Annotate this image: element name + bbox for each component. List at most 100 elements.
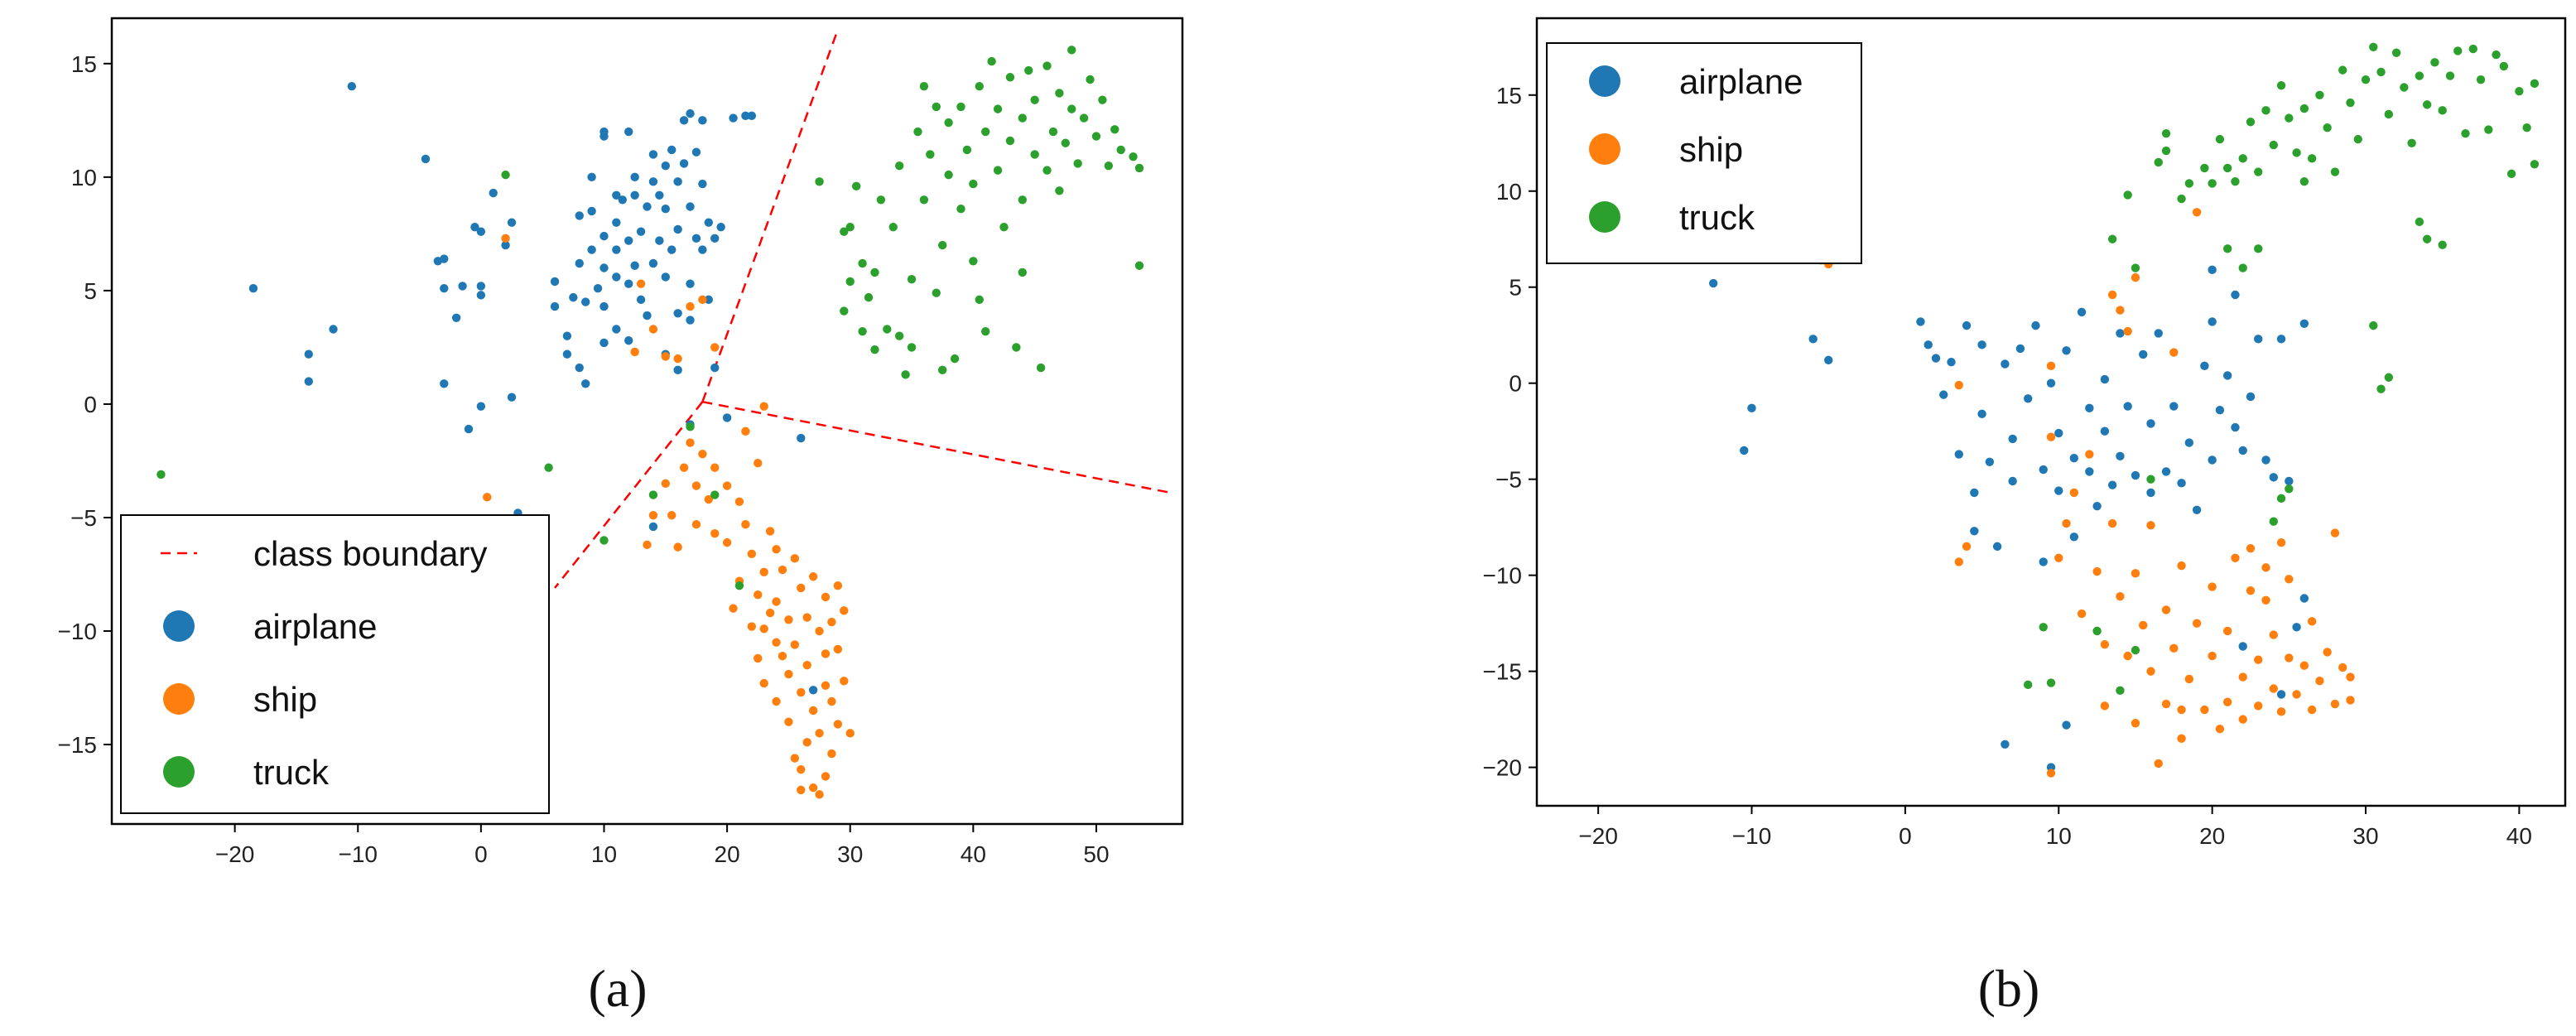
ship-point — [2169, 643, 2179, 653]
airplane-point — [304, 377, 313, 386]
airplane-point — [2177, 479, 2186, 488]
truck-point — [2468, 44, 2477, 54]
airplane-point — [2231, 422, 2240, 432]
truck-point — [2208, 179, 2217, 188]
ship-point — [2346, 696, 2355, 705]
airplane-point — [2161, 467, 2171, 476]
truck-point — [1012, 343, 1021, 352]
airplane-point — [507, 393, 517, 402]
airplane-point — [2154, 329, 2163, 338]
airplane-point — [580, 297, 590, 306]
ship-point — [815, 729, 824, 738]
legend-label: ship — [1679, 130, 1743, 169]
y-tick-label: 15 — [71, 51, 97, 77]
truck-point — [1018, 195, 1027, 205]
ship-point — [2254, 701, 2263, 711]
airplane-point — [2215, 405, 2225, 415]
truck-point — [1030, 150, 1039, 159]
ship-point — [648, 325, 658, 334]
ship-point — [722, 481, 732, 490]
airplane-point — [686, 316, 695, 325]
scatter-panel-b: −20 −10 0 10 20 30 40 −20 −15 −10 −5 0 5 10 15 airplane… — [1483, 17, 2567, 849]
airplane-point — [476, 291, 486, 300]
x-tick-label: 0 — [474, 841, 488, 867]
ship-point — [2169, 348, 2179, 357]
truck-point — [1042, 166, 1052, 175]
ship-point — [765, 608, 775, 618]
airplane-point — [661, 205, 670, 214]
airplane-point — [2107, 480, 2117, 489]
truck-point — [840, 227, 849, 236]
x-tick-label: −10 — [1732, 823, 1772, 849]
ship-point — [741, 426, 750, 436]
ship-point — [2146, 667, 2155, 676]
airplane-point — [2100, 374, 2110, 384]
airplane-point — [2069, 453, 2079, 463]
truck-point — [2530, 160, 2540, 169]
ship-point — [833, 720, 843, 729]
airplane-point — [655, 190, 664, 200]
airplane-point — [686, 108, 695, 118]
ship-point — [747, 622, 757, 631]
ship-point — [754, 590, 763, 600]
truck-point — [2453, 46, 2463, 55]
y-tick-label: −10 — [58, 619, 98, 644]
y-tick-label: 5 — [1509, 275, 1522, 301]
ship-point — [784, 615, 793, 624]
ship-point — [821, 592, 831, 602]
ship-point — [772, 545, 781, 554]
airplane-point — [1977, 340, 1986, 349]
ship-point — [754, 459, 763, 468]
x-tick-label: 0 — [1899, 823, 1912, 849]
truck-point — [1036, 363, 1046, 373]
airplane-point — [2146, 488, 2155, 498]
truck-point — [1042, 61, 1052, 70]
airplane-point — [2039, 557, 2048, 566]
airplane-point — [797, 433, 806, 443]
airplane-point — [612, 190, 621, 200]
airplane-point — [624, 127, 633, 137]
airplane-point — [580, 379, 590, 388]
truck-point — [2177, 194, 2186, 204]
ship-point — [2323, 648, 2332, 657]
truck-point — [2376, 67, 2386, 77]
x-tick-label: 20 — [2199, 823, 2225, 849]
truck-point — [2492, 50, 2501, 60]
truck-point — [2330, 167, 2340, 176]
truck-point — [2353, 134, 2362, 144]
truck-point — [876, 195, 886, 205]
x-tick-label: −20 — [1578, 823, 1618, 849]
ship-point — [2269, 630, 2278, 639]
truck-point — [2476, 75, 2486, 84]
y-tick-label: −5 — [1495, 467, 1522, 493]
truck-point — [2530, 79, 2540, 89]
airplane-point — [710, 234, 720, 243]
truck-point — [1079, 113, 1089, 123]
airplane-point — [648, 150, 658, 159]
ship-point — [2062, 518, 2071, 528]
truck-point — [937, 240, 947, 250]
airplane-point — [716, 222, 725, 232]
airplane-point — [562, 331, 572, 340]
airplane-point — [612, 245, 621, 254]
ship-point — [2222, 626, 2232, 636]
airplane-point — [636, 295, 646, 305]
ship-point — [2131, 569, 2140, 578]
truck-point — [710, 490, 720, 499]
legend-label: ship — [253, 680, 317, 719]
ship-point — [808, 706, 818, 716]
legend-label: airplane — [1679, 62, 1803, 101]
ship-point — [710, 463, 720, 472]
airplane-point — [587, 206, 596, 216]
airplane-point — [2054, 428, 2063, 438]
truck-point — [2123, 190, 2132, 200]
airplane-point — [575, 258, 584, 268]
ship-point — [845, 729, 855, 738]
legend-marker-airplane — [163, 610, 195, 642]
airplane-point — [1962, 320, 1972, 330]
ship-point — [2177, 561, 2186, 571]
truck-point — [2391, 48, 2401, 57]
ship-point — [2299, 661, 2309, 670]
ship-point — [710, 528, 720, 538]
ship-point — [772, 638, 781, 647]
